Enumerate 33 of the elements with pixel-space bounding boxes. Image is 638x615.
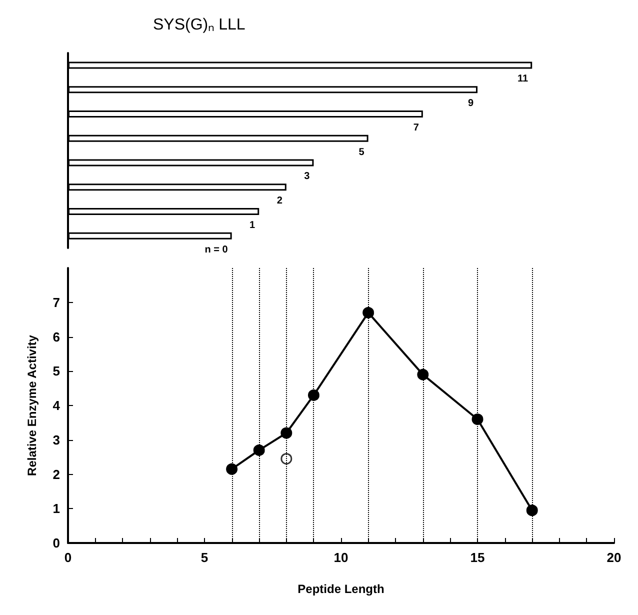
point <box>526 504 538 516</box>
x-axis-title: Peptide Length <box>298 582 384 596</box>
annotation: 11 <box>518 74 529 85</box>
annotation: 5 <box>358 146 365 158</box>
point <box>253 444 265 456</box>
annotation: 3 <box>304 171 310 182</box>
y-axis-title: Relative Enzyme Activity <box>25 334 39 476</box>
chart-title: SYS(G)ₙ LLL <box>153 16 246 34</box>
point <box>226 463 238 475</box>
point <box>417 368 429 380</box>
point <box>472 414 484 425</box>
annotation: n = 0 <box>204 244 228 256</box>
y-tick-label: 1 <box>52 501 60 516</box>
annotation: 1 <box>250 220 256 231</box>
point <box>280 453 292 465</box>
point <box>308 389 320 401</box>
y-tick-label: 5 <box>52 364 60 379</box>
annotation: 2 <box>276 196 283 207</box>
y-tick-label: 4 <box>52 398 61 413</box>
y-tick-label: 0 <box>52 536 60 550</box>
x-tick-label: 10 <box>334 550 348 565</box>
y-tick-label: 2 <box>52 466 60 482</box>
x-tick-label: 20 <box>606 550 622 565</box>
x-tick-label: 15 <box>470 550 485 565</box>
point <box>280 427 292 439</box>
annotation: 7 <box>413 122 420 134</box>
point <box>362 306 374 318</box>
annotation: 9 <box>468 98 474 110</box>
y-tick-label: 3 <box>52 432 60 448</box>
x-tick-label: 0 <box>64 550 72 565</box>
y-tick-label: 7 <box>52 294 60 310</box>
y-tick-label: 6 <box>52 329 60 344</box>
x-tick-label: 5 <box>200 550 208 565</box>
